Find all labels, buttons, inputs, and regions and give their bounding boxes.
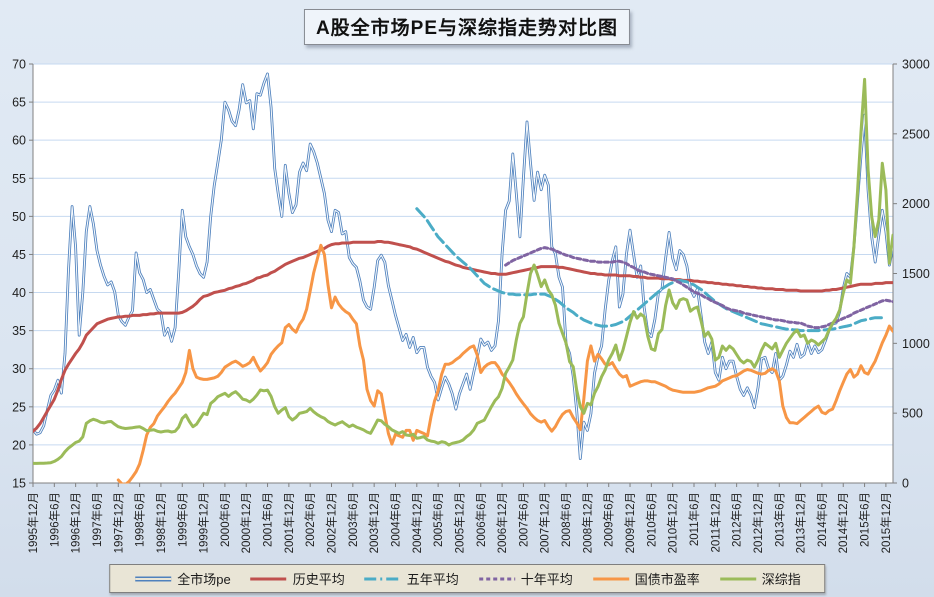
x-axis-tick-label: 1998年6月 bbox=[133, 492, 147, 547]
x-axis-tick-label: 1999年6月 bbox=[175, 492, 189, 547]
x-axis-tick-label: 2015年12月 bbox=[879, 492, 893, 553]
left-axis-tick-label: 40 bbox=[12, 286, 26, 300]
legend-label: 五年平均 bbox=[406, 572, 459, 587]
x-axis-tick-label: 2009年6月 bbox=[602, 492, 616, 547]
x-axis-tick-label: 2013年12月 bbox=[794, 492, 808, 553]
x-axis-tick-label: 2014年12月 bbox=[836, 492, 850, 553]
legend-item-深综指: 深综指 bbox=[718, 569, 801, 588]
left-axis-tick-label: 30 bbox=[12, 362, 26, 376]
x-axis-tick-label: 2012年12月 bbox=[751, 492, 765, 553]
x-axis-tick-label: 2000年12月 bbox=[239, 492, 253, 553]
x-axis-tick-label: 2003年6月 bbox=[346, 492, 360, 547]
right-axis-tick-label: 500 bbox=[902, 407, 923, 421]
series-line-五年平均 bbox=[415, 207, 888, 333]
left-axis-tick-label: 55 bbox=[12, 172, 26, 186]
x-axis-tick-label: 1997年6月 bbox=[90, 492, 104, 547]
legend-item-历史平均: 历史平均 bbox=[249, 569, 345, 588]
x-axis-tick-label: 2012年6月 bbox=[730, 492, 744, 547]
x-axis-tick-label: 2002年12月 bbox=[325, 492, 339, 553]
x-axis-tick-label: 2006年12月 bbox=[495, 492, 509, 553]
left-axis-tick-label: 65 bbox=[12, 96, 26, 110]
right-axis-tick-label: 0 bbox=[902, 477, 909, 491]
legend-item-全市场pe: 全市场pe bbox=[133, 569, 231, 588]
x-axis-tick-label: 2005年12月 bbox=[452, 492, 466, 553]
series-line-历史平均 bbox=[33, 240, 893, 433]
x-axis-tick-label: 2008年6月 bbox=[559, 492, 573, 547]
x-axis-tick-label: 2011年6月 bbox=[687, 492, 701, 546]
legend-label: 历史平均 bbox=[292, 572, 345, 587]
x-axis-tick-label: 2002年6月 bbox=[303, 492, 317, 547]
legend-marker bbox=[592, 577, 629, 580]
x-axis-tick-label: 2004年6月 bbox=[388, 492, 402, 547]
x-axis-tick-label: 2008年12月 bbox=[580, 492, 594, 553]
left-axis-tick-label: 35 bbox=[12, 324, 26, 338]
x-axis-tick-label: 2006年6月 bbox=[474, 492, 488, 547]
x-axis-tick-label: 2007年12月 bbox=[538, 492, 552, 553]
left-axis-tick-label: 20 bbox=[12, 438, 26, 452]
x-axis-tick-label: 2001年12月 bbox=[282, 492, 296, 553]
x-axis-tick-label: 2009年12月 bbox=[623, 492, 637, 553]
x-axis-tick-label: 1996年12月 bbox=[69, 492, 83, 553]
legend-item-十年平均: 十年平均 bbox=[477, 569, 573, 588]
x-axis-tick-label: 2007年6月 bbox=[516, 492, 530, 547]
x-axis-tick-label: 1995年12月 bbox=[26, 492, 40, 553]
chart-title: A股全市场PE与深综指走势对比图 bbox=[303, 9, 631, 45]
right-axis-tick-label: 3000 bbox=[902, 58, 930, 72]
legend-label: 国债市盈率 bbox=[634, 572, 700, 587]
legend-marker bbox=[719, 577, 756, 580]
legend-marker bbox=[135, 576, 172, 581]
x-axis-tick-label: 2013年6月 bbox=[772, 492, 786, 547]
left-axis-tick-label: 60 bbox=[12, 134, 26, 148]
x-axis-tick-label: 2004年12月 bbox=[410, 492, 424, 553]
x-axis-tick-label: 1996年6月 bbox=[47, 492, 61, 547]
x-axis-tick-label: 2005年6月 bbox=[431, 492, 445, 547]
left-axis-tick-label: 45 bbox=[12, 248, 26, 262]
legend-label: 全市场pe bbox=[177, 572, 231, 587]
right-axis-tick-label: 1000 bbox=[902, 337, 930, 351]
series-line-十年平均 bbox=[504, 246, 893, 330]
x-axis-tick-label: 2001年6月 bbox=[261, 492, 275, 547]
x-axis-tick-label: 2010年12月 bbox=[666, 492, 680, 553]
legend-label: 十年平均 bbox=[520, 572, 573, 587]
series-group bbox=[33, 72, 893, 484]
x-axis-tick-label: 1999年12月 bbox=[197, 492, 211, 553]
x-axis-tick-label: 2010年6月 bbox=[644, 492, 658, 547]
x-axis-tick-label: 2011年12月 bbox=[708, 492, 722, 553]
legend-label: 深综指 bbox=[761, 572, 801, 587]
x-axis-tick-label: 2015年6月 bbox=[858, 492, 872, 547]
left-axis-tick-label: 70 bbox=[12, 58, 26, 72]
legend-item-国债市盈率: 国债市盈率 bbox=[591, 569, 700, 588]
right-axis-tick-label: 2000 bbox=[902, 197, 930, 211]
legend-marker bbox=[250, 577, 287, 580]
right-axis-tick-label: 1500 bbox=[902, 267, 930, 281]
chart-legend: 全市场pe 历史平均 五年平均 十年平均 国债市盈率 深综指 bbox=[109, 564, 825, 593]
legend-marker bbox=[478, 577, 515, 580]
series-line-深综指 bbox=[33, 77, 893, 465]
left-axis-tick-label: 15 bbox=[12, 477, 26, 491]
x-axis-tick-label: 1998年12月 bbox=[154, 492, 168, 553]
left-axis-tick-label: 50 bbox=[12, 210, 26, 224]
left-axis-tick-label: 25 bbox=[12, 400, 26, 414]
x-axis-tick-label: 1997年12月 bbox=[111, 492, 125, 553]
x-axis-tick-label: 2000年6月 bbox=[218, 492, 232, 547]
legend-item-五年平均: 五年平均 bbox=[363, 569, 459, 588]
plot-area bbox=[33, 64, 893, 483]
right-axis-tick-label: 2500 bbox=[902, 127, 930, 141]
legend-marker bbox=[364, 577, 401, 580]
series-line-inner-全市场pe bbox=[33, 73, 893, 460]
x-axis-tick-label: 2003年12月 bbox=[367, 492, 381, 553]
x-axis-tick-label: 2014年6月 bbox=[815, 492, 829, 547]
